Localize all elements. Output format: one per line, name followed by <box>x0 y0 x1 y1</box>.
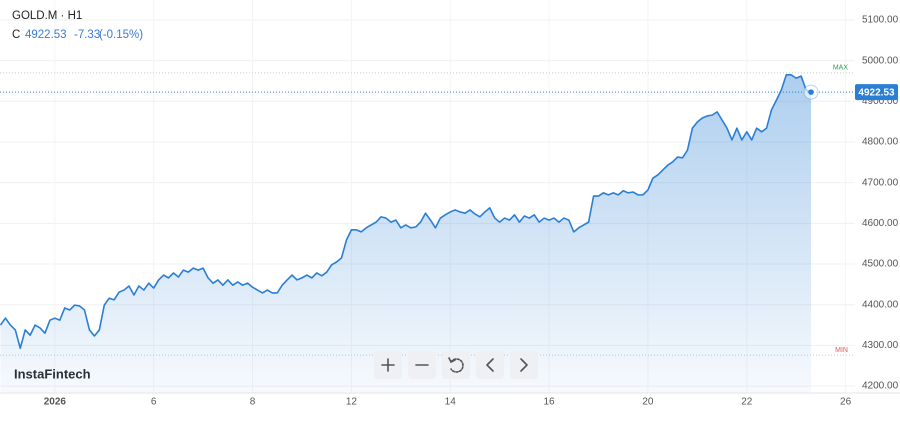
price-line <box>0 74 812 350</box>
plot: MAX MIN <box>0 65 855 394</box>
annotation-label: MAX <box>833 65 849 72</box>
reset-button[interactable] <box>442 351 470 379</box>
x-tick-label: 22 <box>741 397 753 408</box>
toolbar <box>374 351 538 379</box>
scroll-right-button[interactable] <box>510 351 538 379</box>
zoom-out-button[interactable] <box>408 351 436 379</box>
x-tick-label: 20 <box>642 397 654 408</box>
y-tick-label: 4600.00 <box>862 218 899 229</box>
y-tick-label: 4400.00 <box>862 299 899 310</box>
change-value: -7.33 <box>74 29 100 41</box>
price-tag <box>855 84 898 101</box>
watermark: InstaFintech <box>14 366 91 381</box>
axes: 4200.00 4300.00 4400.00 4500.00 4600.00 4700.… <box>0 15 900 408</box>
y-tick-label: 5100.00 <box>862 15 899 26</box>
x-tick-label: 8 <box>250 397 256 408</box>
y-tick-label: 4900.00 <box>862 96 899 107</box>
y-tick-label: 4200.00 <box>862 381 899 392</box>
change-percent: (-0.15%) <box>99 29 143 41</box>
close-value: 4922.53 <box>25 29 67 41</box>
y-tick-label: 5000.00 <box>862 55 899 66</box>
zoom-in-button[interactable] <box>374 351 402 379</box>
x-tick-label: 2026 <box>44 397 67 408</box>
ohlc-label: C <box>12 29 20 41</box>
y-tick-label: 4700.00 <box>862 177 899 188</box>
x-tick-label: 12 <box>346 397 358 408</box>
y-tick-label: 4300.00 <box>862 340 899 351</box>
scroll-left-button[interactable] <box>476 351 504 379</box>
annotation-label: MIN <box>835 347 848 354</box>
y-tick-label: 4800.00 <box>862 137 899 148</box>
x-tick-label: 14 <box>445 397 457 408</box>
price-tag-label: 4922.53 <box>858 87 895 98</box>
area-fill <box>0 74 812 394</box>
last-price-dot <box>808 89 814 95</box>
x-tick-label: 26 <box>840 397 852 408</box>
x-tick-label: 6 <box>151 397 157 408</box>
y-tick-label: 4500.00 <box>862 259 899 270</box>
x-tick-label: 16 <box>544 397 556 408</box>
symbol: GOLD.M · H1 <box>12 10 82 22</box>
